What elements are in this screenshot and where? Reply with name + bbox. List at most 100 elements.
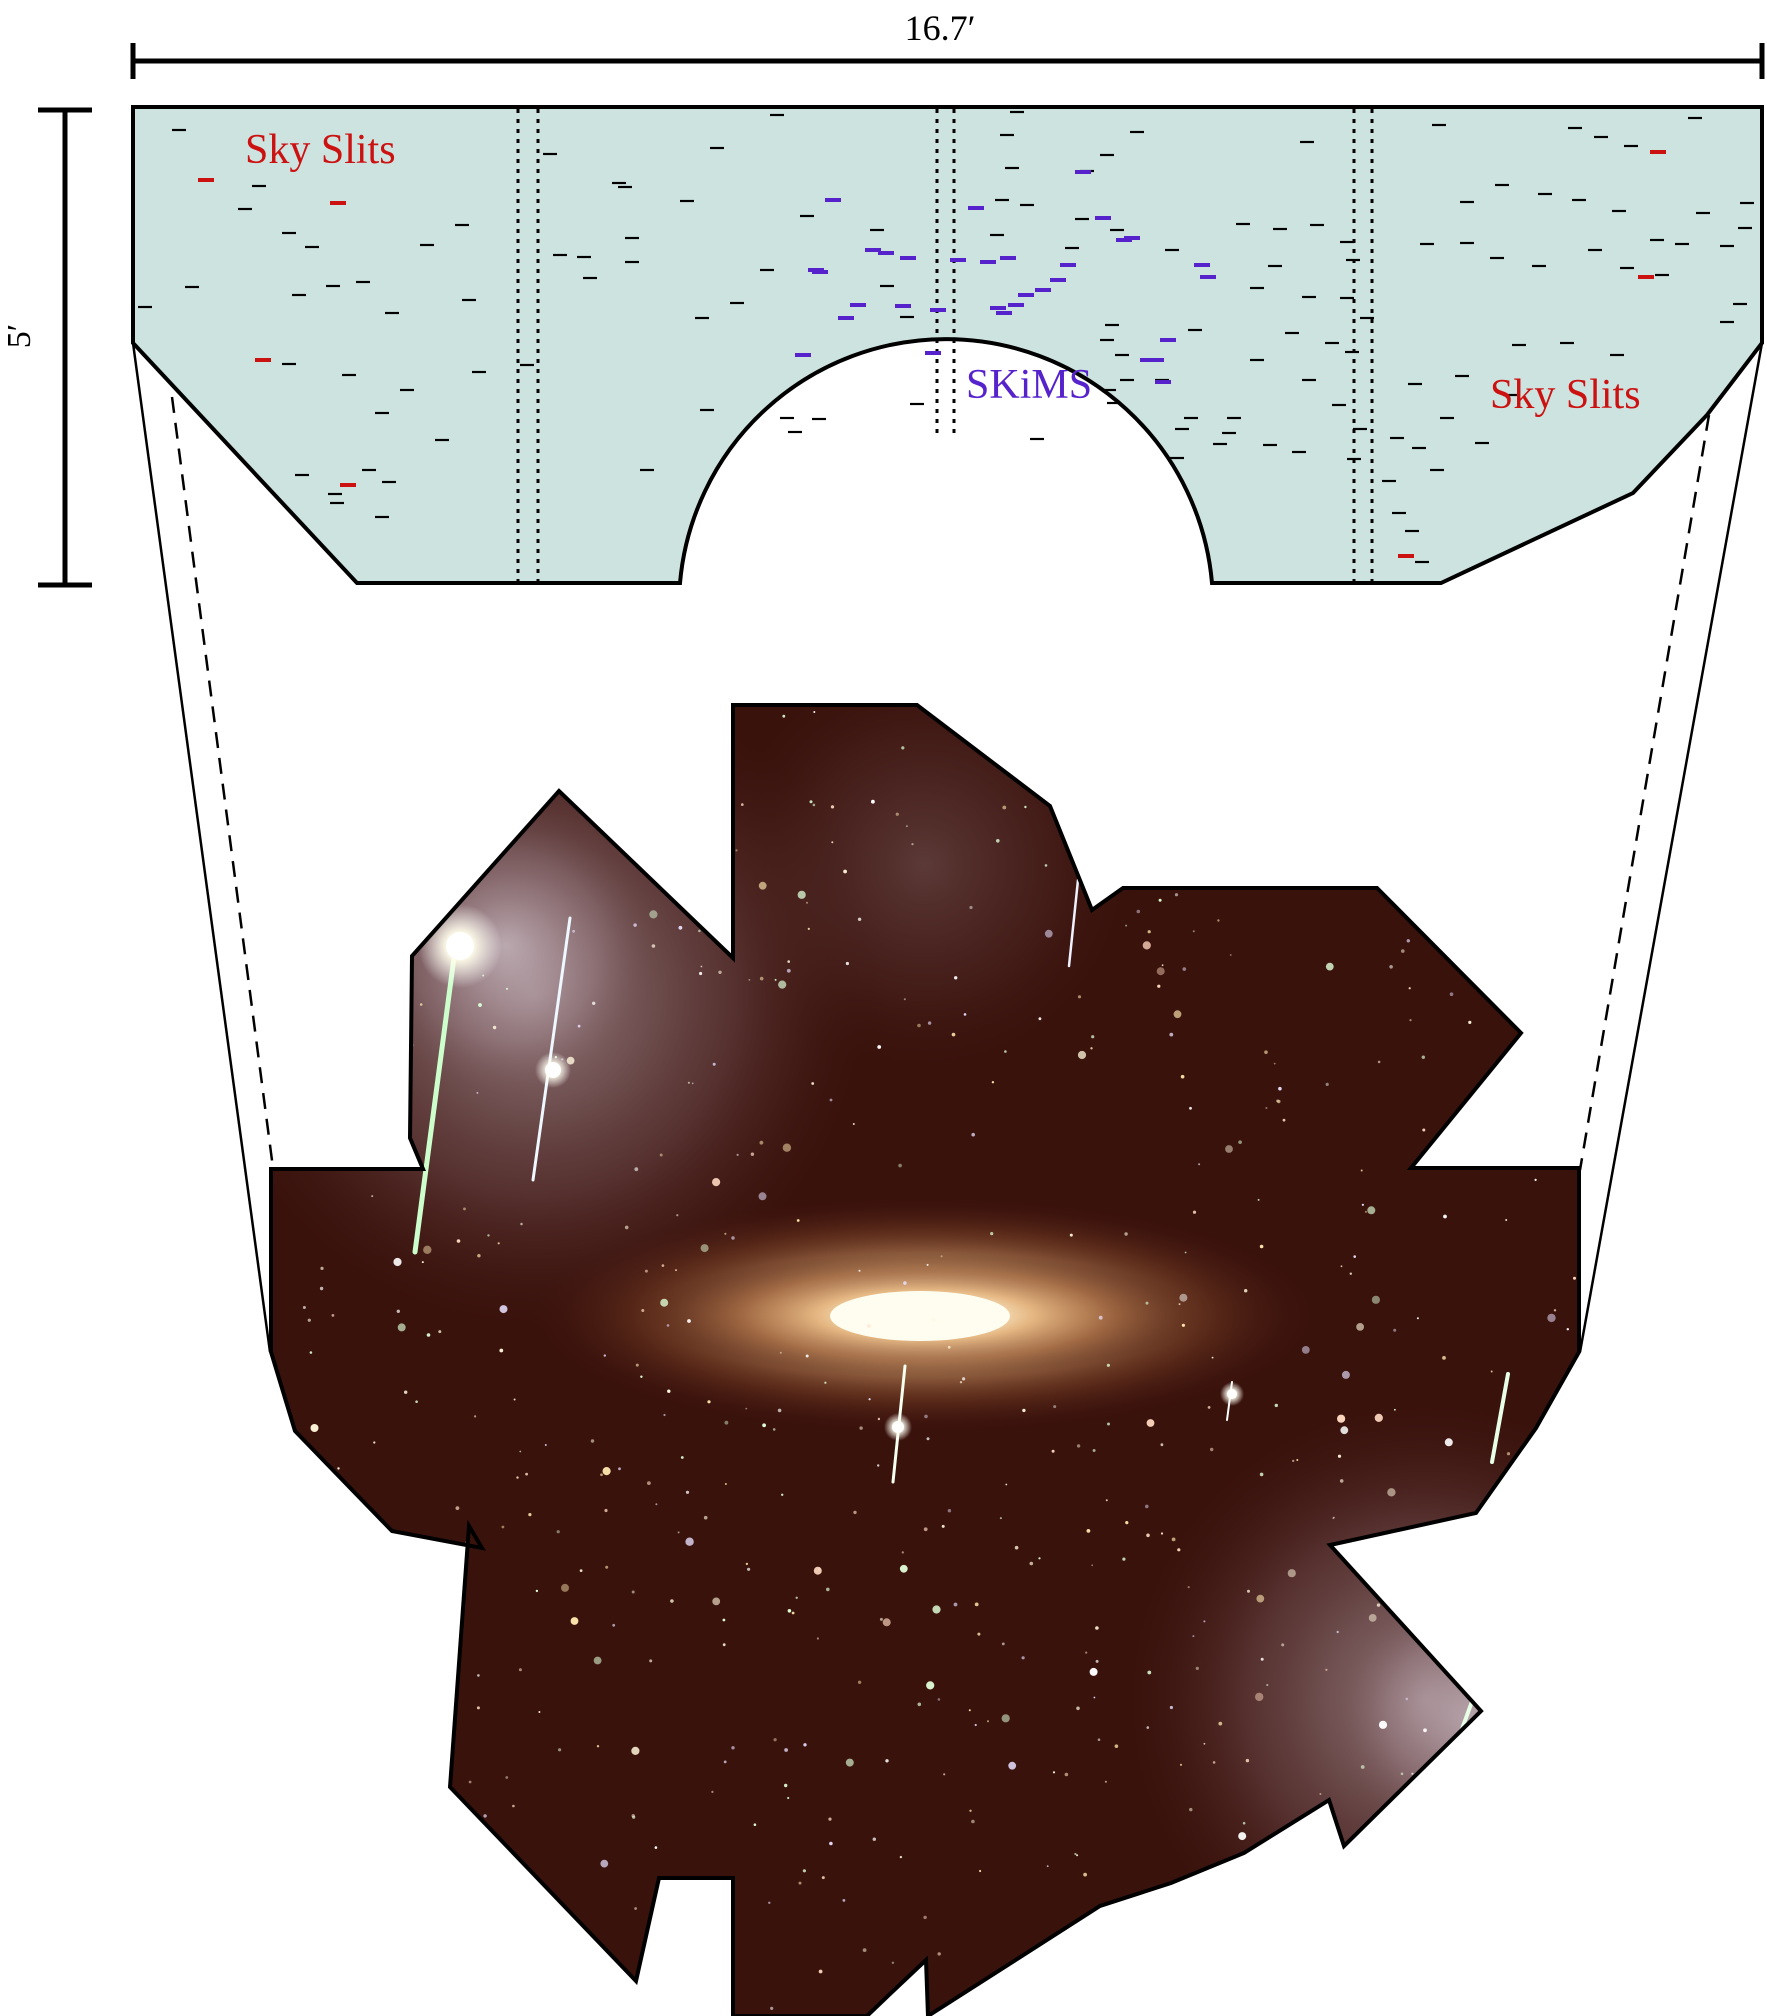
background-star — [512, 1804, 515, 1808]
background-star — [397, 1323, 406, 1332]
background-star — [1230, 2000, 1233, 2003]
background-star — [974, 1602, 979, 1607]
background-star — [1192, 1210, 1197, 1214]
background-star — [828, 1817, 832, 1821]
background-star — [1385, 1879, 1388, 1882]
background-star — [954, 976, 958, 980]
galaxy-core — [830, 1291, 1010, 1341]
background-star — [1453, 1946, 1457, 1950]
background-star — [905, 825, 908, 828]
background-star — [1360, 1765, 1365, 1769]
background-star — [1376, 1603, 1381, 1607]
background-star — [774, 978, 777, 981]
background-star — [663, 1413, 666, 1417]
background-star — [1333, 1516, 1335, 1519]
background-star — [1173, 1010, 1182, 1019]
background-star — [1411, 1772, 1414, 1775]
background-star — [505, 1776, 509, 1779]
background-star — [649, 1659, 653, 1663]
background-star — [829, 1841, 833, 1846]
background-star — [413, 1782, 417, 1785]
background-star — [842, 1899, 846, 1902]
background-star — [1301, 1346, 1310, 1354]
background-star — [1444, 1438, 1453, 1447]
background-star — [1515, 1978, 1518, 1981]
background-star — [778, 980, 787, 989]
background-star — [380, 759, 384, 762]
background-star — [932, 1605, 941, 1614]
background-star — [641, 1309, 645, 1312]
background-star — [347, 821, 351, 824]
background-star — [278, 1494, 287, 1503]
background-star — [1122, 1557, 1126, 1561]
background-star — [867, 1324, 871, 1328]
background-star — [1171, 1537, 1176, 1542]
background-star — [996, 839, 1000, 843]
background-star — [969, 1809, 972, 1813]
background-star — [782, 1143, 792, 1152]
background-star — [940, 1255, 943, 1258]
background-star — [1184, 1251, 1187, 1254]
background-star — [1181, 1323, 1185, 1327]
background-star — [718, 970, 722, 974]
background-star — [1534, 1890, 1539, 1895]
background-star — [795, 1596, 798, 1600]
background-star — [317, 878, 320, 881]
background-star — [1473, 875, 1476, 878]
background-star — [1443, 1214, 1447, 1219]
background-star — [759, 1140, 764, 1145]
background-star — [712, 1597, 721, 1606]
background-star — [307, 1318, 311, 1322]
background-star — [1089, 1667, 1098, 1676]
background-star — [1076, 706, 1079, 709]
background-star — [1103, 889, 1107, 892]
background-star — [829, 1098, 833, 1102]
background-star — [700, 965, 703, 968]
background-star — [1207, 1406, 1211, 1409]
background-star — [1422, 1128, 1426, 1132]
background-star — [1439, 757, 1444, 761]
background-star — [605, 1565, 609, 1569]
background-star — [877, 1045, 882, 1049]
background-star — [271, 1914, 272, 1917]
background-star — [1266, 1683, 1269, 1687]
background-star — [1180, 1074, 1185, 1079]
background-star — [386, 775, 390, 779]
background-star — [1547, 1313, 1556, 1323]
background-star — [1561, 1928, 1570, 1937]
chip-gap-lines — [516, 109, 1374, 581]
background-star — [1348, 1901, 1351, 1903]
background-star — [1187, 1586, 1190, 1589]
background-star — [308, 1040, 311, 1043]
background-star — [310, 1424, 319, 1432]
background-star — [1064, 1772, 1069, 1777]
background-star — [1378, 811, 1381, 814]
background-star — [1024, 805, 1027, 809]
background-star — [483, 1814, 487, 1818]
background-star — [449, 748, 458, 757]
background-star — [1203, 1620, 1206, 1623]
background-star — [753, 1823, 757, 1826]
background-star — [1105, 1499, 1108, 1502]
background-star — [1292, 1459, 1295, 1463]
background-star — [1077, 1050, 1087, 1060]
background-star — [1225, 701, 1228, 704]
background-star — [1291, 705, 1300, 707]
background-star — [747, 1567, 751, 1571]
background-star — [1146, 1726, 1150, 1729]
background-star — [1468, 1020, 1472, 1024]
background-star — [1022, 1408, 1026, 1413]
background-star — [1097, 1738, 1101, 1741]
background-star — [352, 1907, 357, 1911]
background-star — [1389, 965, 1393, 969]
background-star — [327, 941, 331, 945]
background-star — [773, 1738, 777, 1742]
background-star — [813, 1566, 822, 1575]
background-star — [275, 1973, 280, 1977]
background-star — [806, 901, 808, 904]
background-star — [1325, 1082, 1329, 1086]
background-star — [556, 1530, 560, 1534]
background-star — [787, 1796, 790, 1800]
background-star — [859, 1426, 863, 1430]
background-star — [999, 1517, 1002, 1520]
